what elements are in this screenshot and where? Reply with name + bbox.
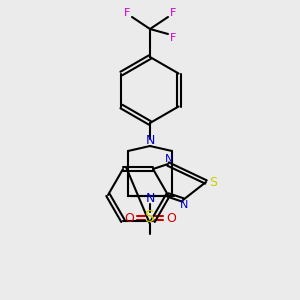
Text: F: F [170,8,176,18]
Text: N: N [145,191,155,205]
Text: S: S [145,211,155,226]
Text: N: N [165,154,173,164]
Text: O: O [124,212,134,224]
Text: O: O [166,212,176,224]
Text: F: F [124,8,130,18]
Text: N: N [145,134,155,148]
Text: F: F [170,33,176,43]
Text: S: S [209,176,217,188]
Text: N: N [180,200,188,210]
